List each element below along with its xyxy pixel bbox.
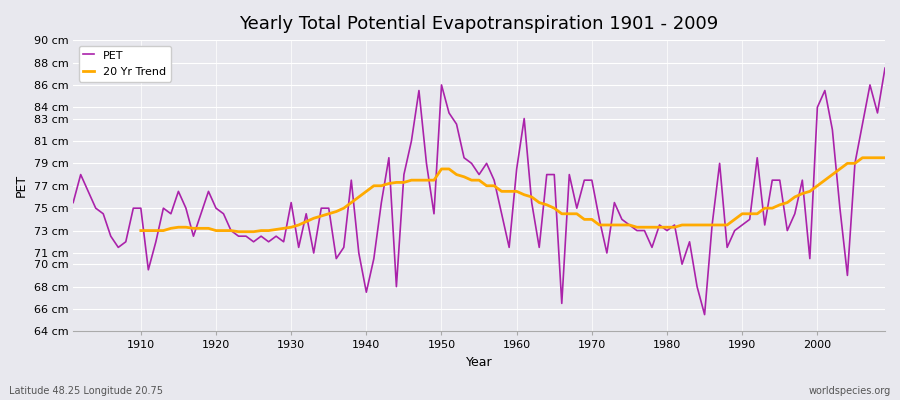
20 Yr Trend bbox=[850, 161, 860, 166]
PET bbox=[338, 245, 349, 250]
20 Yr Trend bbox=[135, 228, 146, 233]
20 Yr Trend bbox=[857, 155, 868, 160]
Text: worldspecies.org: worldspecies.org bbox=[809, 386, 891, 396]
20 Yr Trend bbox=[316, 214, 327, 218]
20 Yr Trend bbox=[879, 155, 890, 160]
PET bbox=[511, 166, 522, 171]
Legend: PET, 20 Yr Trend: PET, 20 Yr Trend bbox=[78, 46, 171, 82]
Y-axis label: PET: PET bbox=[15, 174, 28, 197]
Line: PET: PET bbox=[73, 68, 885, 315]
20 Yr Trend bbox=[233, 229, 244, 234]
20 Yr Trend bbox=[587, 217, 598, 222]
Text: Latitude 48.25 Longitude 20.75: Latitude 48.25 Longitude 20.75 bbox=[9, 386, 163, 396]
PET bbox=[293, 245, 304, 250]
20 Yr Trend bbox=[827, 172, 838, 177]
20 Yr Trend bbox=[286, 225, 297, 230]
PET bbox=[879, 66, 890, 70]
PET bbox=[128, 206, 139, 210]
PET bbox=[68, 200, 78, 205]
Line: 20 Yr Trend: 20 Yr Trend bbox=[140, 158, 885, 232]
PET bbox=[504, 245, 515, 250]
PET bbox=[699, 312, 710, 317]
20 Yr Trend bbox=[526, 194, 537, 199]
X-axis label: Year: Year bbox=[466, 356, 492, 369]
PET bbox=[601, 250, 612, 255]
Title: Yearly Total Potential Evapotranspiration 1901 - 2009: Yearly Total Potential Evapotranspiratio… bbox=[239, 15, 719, 33]
